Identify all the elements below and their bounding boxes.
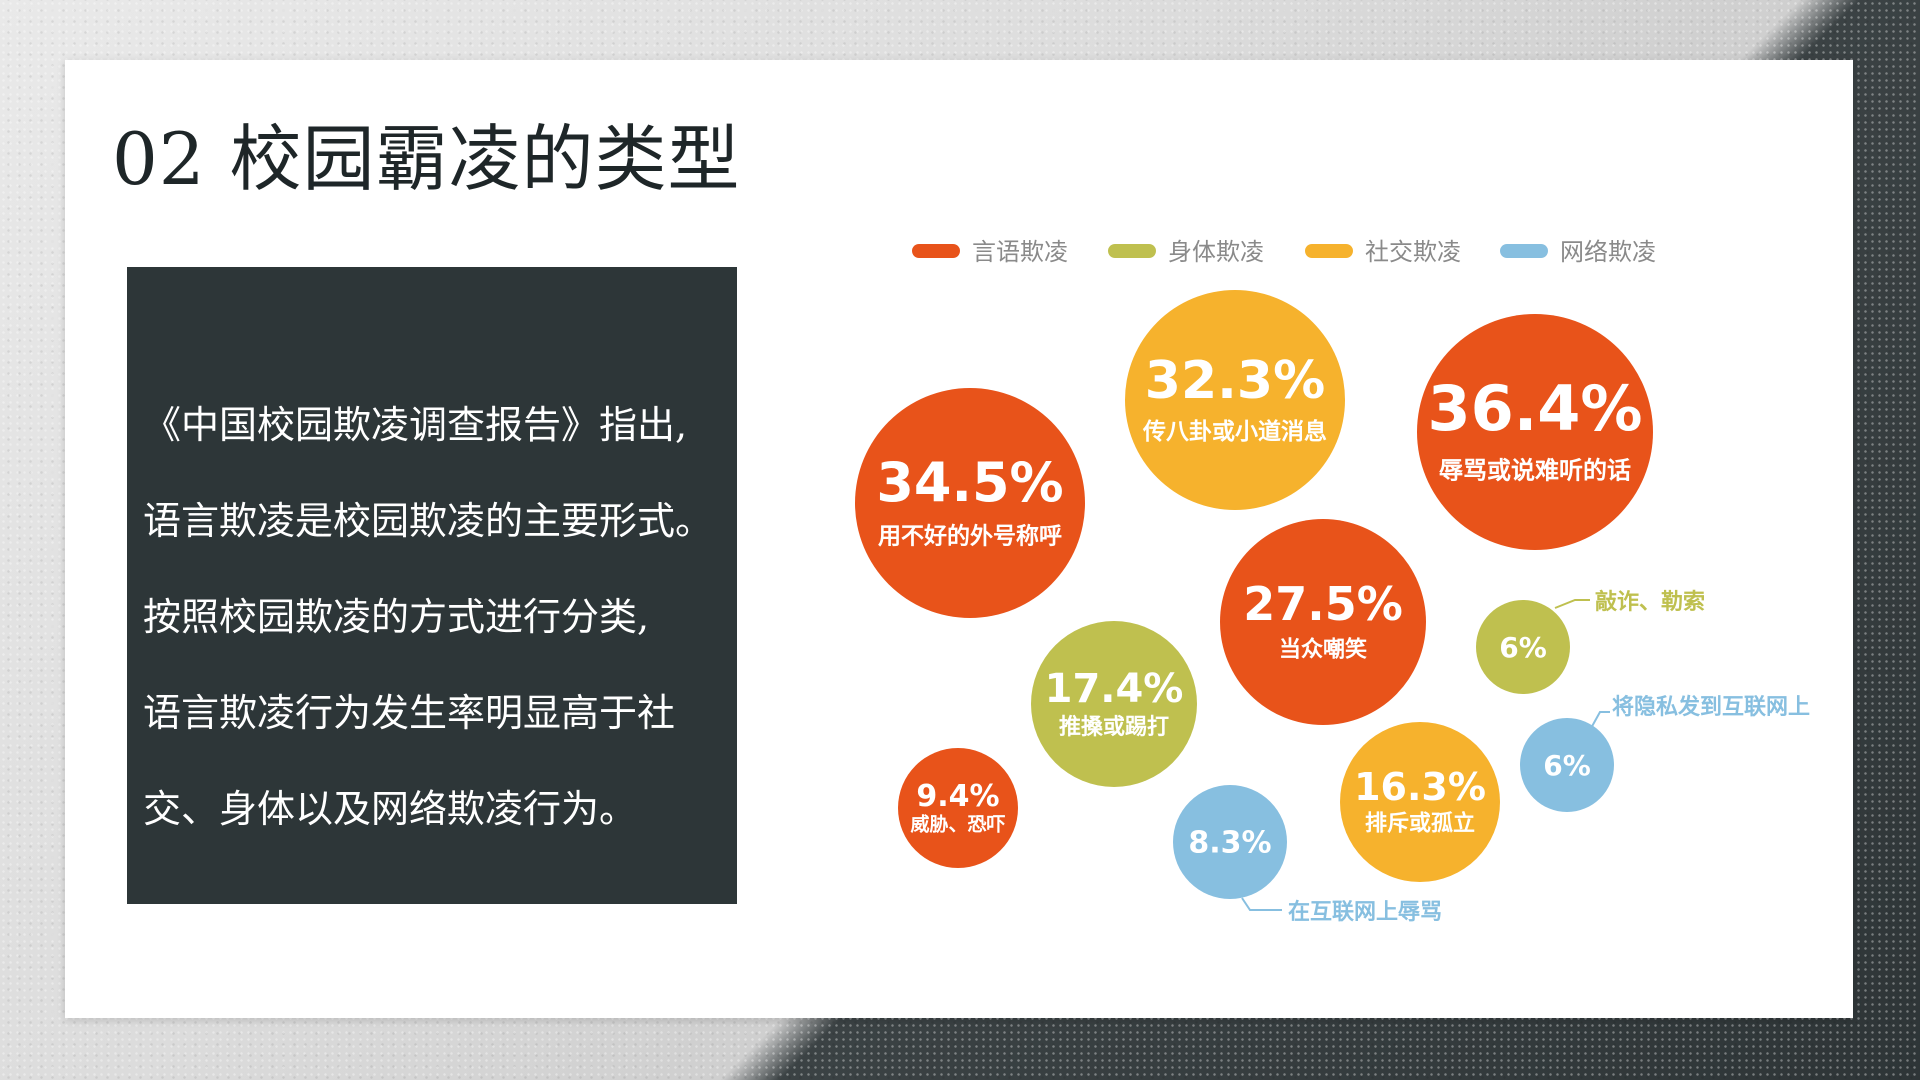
- description-box: 《中国校园欺凌调查报告》指出, 语言欺凌是校园欺凌的主要形式。 按照校园欺凌的方…: [127, 267, 737, 904]
- bubble-label: 用不好的外号称呼: [878, 523, 1062, 550]
- bubble-circle: [1031, 621, 1197, 787]
- bubble-value: 16.3%: [1354, 765, 1486, 809]
- callout-line: [1554, 599, 1590, 609]
- bubble-label: 传八卦或小道消息: [1142, 418, 1327, 445]
- legend-swatch: [1108, 244, 1156, 258]
- description-line: 交、身体以及网络欺凌行为。: [143, 787, 638, 831]
- bubble: 32.3% 传八卦或小道消息: [1125, 290, 1345, 510]
- bubble: 36.4% 辱骂或说难听的话: [1417, 314, 1653, 550]
- bubble-value: 17.4%: [1045, 666, 1184, 712]
- bubble-value: 27.5%: [1243, 577, 1403, 631]
- bubble-label: 排斥或孤立: [1365, 811, 1475, 837]
- legend-label: 言语欺凌: [972, 238, 1068, 266]
- description-line: 语言欺凌是校园欺凌的主要形式。: [143, 499, 714, 543]
- bubble-value: 6%: [1543, 749, 1591, 782]
- bubble: 27.5% 当众嘲笑: [1220, 519, 1426, 725]
- callout-line: [1589, 711, 1610, 731]
- description-line: 按照校园欺凌的方式进行分类,: [143, 595, 650, 639]
- bubble: 6% 将隐私发到互联网上: [1520, 694, 1810, 812]
- bubble: 34.5% 用不好的外号称呼: [855, 388, 1085, 618]
- description-line: 语言欺凌行为发生率明显高于社: [143, 691, 676, 735]
- legend-label: 身体欺凌: [1168, 238, 1264, 266]
- bubble: 8.3% 在互联网上辱骂: [1173, 785, 1442, 925]
- bubble: 9.4%威胁、恐吓: [898, 748, 1018, 868]
- description-line: 《中国校园欺凌调查报告》指出,: [143, 403, 688, 447]
- bubble-value: 6%: [1499, 631, 1547, 664]
- legend-label: 网络欺凌: [1560, 238, 1656, 266]
- bubble-value: 8.3%: [1188, 826, 1271, 861]
- legend-swatch: [1500, 244, 1548, 258]
- bubble-label: 推搡或踢打: [1059, 714, 1169, 740]
- bubble: 6% 敲诈、勒索: [1476, 589, 1705, 694]
- legend-label: 社交欺凌: [1365, 238, 1461, 266]
- bubble-circle: [1417, 314, 1653, 550]
- bubble-label: 辱骂或说难听的话: [1439, 457, 1631, 485]
- legend-swatch: [1305, 244, 1353, 258]
- chart-legend: 言语欺凌 身体欺凌 社交欺凌 网络欺凌: [912, 238, 1656, 266]
- bubble-circle: [855, 388, 1085, 618]
- bubble-group: 32.3% 传八卦或小道消息 34.5% 用不好的外号称呼 36.4% 辱骂或说难听的话 2…: [855, 290, 1810, 925]
- bubble: 16.3%排斥或孤立: [1340, 722, 1500, 882]
- callout-line: [1241, 897, 1282, 911]
- bubble-value: 9.4%: [916, 779, 999, 814]
- bubble-circle: [1125, 290, 1345, 510]
- legend-swatch: [912, 244, 960, 258]
- bubble-label: 威胁、恐吓: [910, 813, 1005, 836]
- bubble-value: 32.3%: [1145, 351, 1325, 411]
- slide-title: 02 校园霸凌的类型: [112, 117, 741, 201]
- bubble-label: 当众嘲笑: [1279, 637, 1367, 663]
- callout-label: 敲诈、勒索: [1595, 589, 1705, 615]
- callout-label: 将隐私发到互联网上: [1612, 694, 1810, 720]
- bubble-circle: [1476, 600, 1570, 694]
- bubble-value: 34.5%: [876, 451, 1063, 514]
- bubble-circle: [1520, 718, 1614, 812]
- bubble: 17.4%推搡或踢打: [1031, 621, 1197, 787]
- bubble-value: 36.4%: [1427, 372, 1642, 445]
- callout-label: 在互联网上辱骂: [1288, 899, 1442, 925]
- bubble-circle: [1340, 722, 1500, 882]
- bubble-circle: [1173, 785, 1287, 899]
- bubble-circle: [898, 748, 1018, 868]
- bubble-circle: [1220, 519, 1426, 725]
